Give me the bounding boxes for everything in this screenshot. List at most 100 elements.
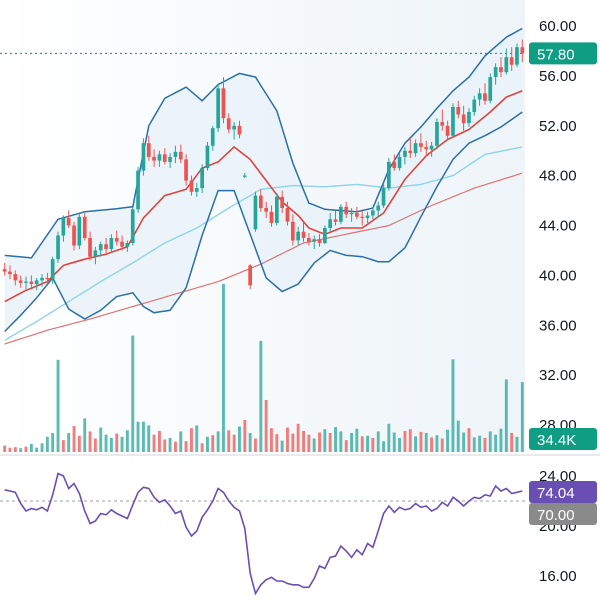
volume-bar xyxy=(504,379,508,452)
volume-bar xyxy=(334,427,337,452)
candle-body xyxy=(77,216,82,246)
volume-bar xyxy=(510,433,514,452)
volume-bar xyxy=(259,340,263,452)
candle-body xyxy=(451,107,455,136)
candle-body xyxy=(50,259,55,280)
candle-body xyxy=(88,238,92,257)
candle-body xyxy=(93,250,98,257)
volume-bar xyxy=(307,434,311,452)
volume-bar xyxy=(302,430,305,452)
candle-body xyxy=(397,156,402,169)
candle-body xyxy=(291,221,295,241)
candlesticks xyxy=(2,39,525,291)
volume-bar xyxy=(120,436,124,452)
ma-slow-line xyxy=(4,172,523,345)
volume-bar xyxy=(147,425,151,452)
candle-body xyxy=(296,231,300,241)
oscillator-value-badge-text: 74.04 xyxy=(537,485,575,502)
candle-body xyxy=(152,156,156,161)
volume-bar xyxy=(446,429,449,452)
candle-body xyxy=(429,145,434,150)
candle-body xyxy=(344,206,349,215)
price-tick-label: 52.00 xyxy=(539,118,577,135)
candle-body xyxy=(280,196,284,208)
oscillator-value-badge xyxy=(529,481,597,503)
volume-bar xyxy=(275,434,279,452)
volume-bar xyxy=(520,382,524,452)
volume-bar xyxy=(115,433,119,452)
volume-bar xyxy=(430,437,433,452)
volume-bar xyxy=(344,440,348,452)
volume-bar xyxy=(40,443,44,452)
volume-bar xyxy=(142,421,145,452)
last-price-badge-text: 57.80 xyxy=(537,46,575,63)
candle-body xyxy=(24,281,28,283)
candle-body xyxy=(349,213,354,215)
volume-bar xyxy=(414,436,417,452)
candle-body xyxy=(34,280,39,285)
candle-body xyxy=(515,47,519,65)
candle-body xyxy=(376,205,381,211)
volume-bar xyxy=(190,428,193,452)
candle-body xyxy=(232,125,236,130)
ma-fast-line xyxy=(4,90,523,303)
volume-bar xyxy=(8,447,12,452)
candle-body xyxy=(173,151,178,157)
candle-body xyxy=(157,154,162,161)
volume-bar xyxy=(494,434,498,452)
candle-body xyxy=(45,277,50,280)
candle-body xyxy=(275,196,279,223)
candle-body xyxy=(317,239,322,243)
candle-body xyxy=(8,271,12,275)
volume-bar xyxy=(227,430,231,452)
candle-body xyxy=(125,243,130,247)
candle-body xyxy=(253,195,258,230)
candle-body xyxy=(40,277,44,281)
bollinger-upper-line xyxy=(4,27,523,259)
volume-bar xyxy=(462,432,466,452)
volume-bar xyxy=(56,359,60,452)
candle-body xyxy=(264,208,268,212)
volume-bar xyxy=(195,425,199,452)
volume-bar xyxy=(83,418,87,452)
price-tick-label: 32.00 xyxy=(539,367,577,384)
volume-bar xyxy=(371,437,375,452)
candle-body xyxy=(259,195,263,209)
candle-body xyxy=(301,231,306,238)
volume-bar xyxy=(99,427,103,452)
volume-bar xyxy=(435,435,439,452)
candle-body xyxy=(472,99,477,113)
candle-body xyxy=(504,57,509,73)
volume-bar xyxy=(88,431,92,452)
candle-body xyxy=(141,143,146,171)
volume-bar xyxy=(248,433,252,452)
candle-body xyxy=(200,168,204,189)
volume-bar xyxy=(168,437,172,452)
candle-body xyxy=(461,114,466,124)
oscillator-tick-label: 16.00 xyxy=(539,568,577,585)
candle-body xyxy=(477,93,482,100)
oscillator-tick-label: 24.00 xyxy=(539,468,577,485)
candle-body xyxy=(13,274,18,281)
price-axis[interactable]: 60.00 56.00 52.00 48.00 44.00 40.00 36.00 32.00… xyxy=(539,18,577,585)
volume-bar xyxy=(163,439,167,452)
candle-body xyxy=(168,156,172,162)
candle-body xyxy=(205,145,210,169)
volume-bar xyxy=(280,440,284,452)
candle-body xyxy=(307,238,311,242)
volume-badge xyxy=(529,428,597,450)
candle-body xyxy=(109,238,114,250)
candle-body xyxy=(381,188,386,206)
candle-body xyxy=(360,216,365,218)
volume-bar xyxy=(211,435,215,452)
volume-bar xyxy=(200,443,204,452)
volume-bar xyxy=(366,435,369,452)
volume-bar xyxy=(323,429,327,452)
volume-bar xyxy=(392,432,396,452)
volume-bar xyxy=(270,428,273,452)
volume-bar xyxy=(131,335,135,452)
volume-bar xyxy=(67,433,71,452)
candle-body xyxy=(371,210,375,216)
